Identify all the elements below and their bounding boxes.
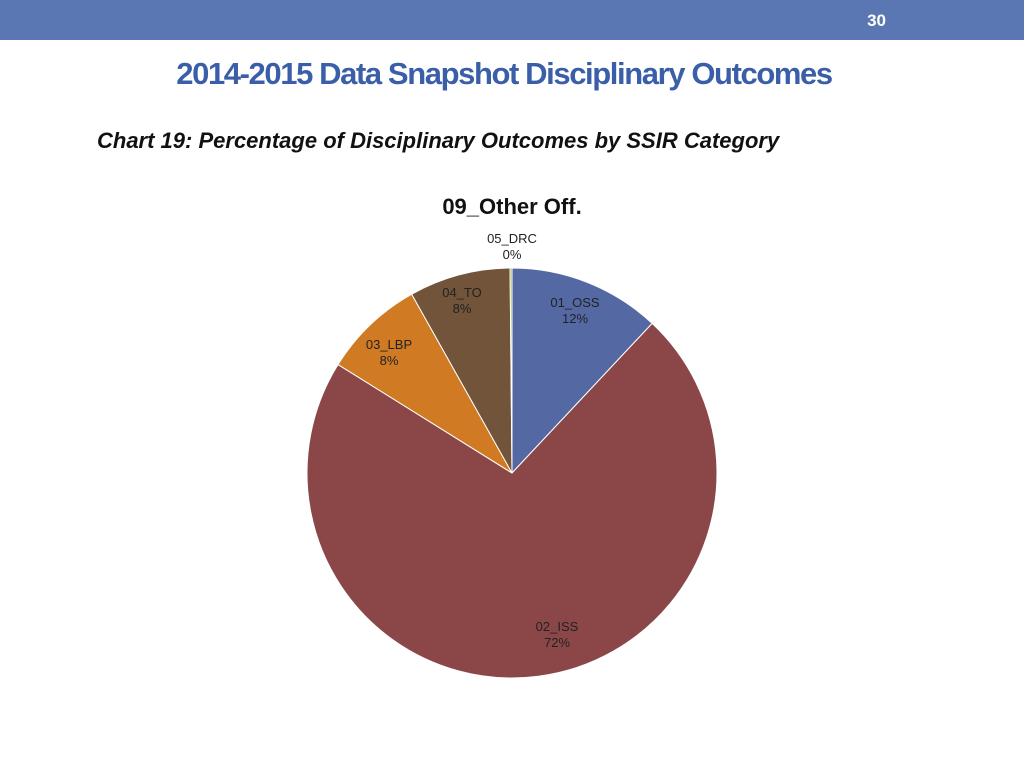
slice-label-percent: 0% [503, 247, 522, 262]
slice-label-percent: 12% [562, 311, 588, 326]
slice-label-name: 05_DRC [487, 231, 537, 246]
slide-header-bar: 30 [0, 0, 1024, 40]
pie-slice-04-to [411, 267, 513, 474]
slide-number: 30 [867, 11, 886, 30]
slice-label-name: 01_OSS [550, 295, 599, 310]
slice-label-name: 02_ISS [536, 619, 579, 634]
pie-data-labels: 01_OSS12%02_ISS72%03_LBP8%04_TO8%05_DRC0… [366, 231, 600, 650]
pie-slice-05-drc [509, 267, 513, 474]
slice-label-name: 03_LBP [366, 337, 412, 352]
chart-caption: Chart 19: Percentage of Disciplinary Out… [97, 128, 780, 153]
pie-slice-02-iss [306, 322, 718, 679]
slice-label-percent: 72% [544, 635, 570, 650]
slice-label-percent: 8% [453, 301, 472, 316]
pie-slices [306, 267, 718, 679]
slice-label-percent: 8% [380, 353, 399, 368]
slice-label-name: 04_TO [442, 285, 482, 300]
pie-slice-01-oss [511, 267, 653, 475]
slide-title: 2014-2015 Data Snapshot Disciplinary Out… [176, 56, 833, 91]
chart-title: 09_Other Off. [442, 194, 581, 219]
pie-slice-03-lbp [337, 293, 513, 474]
